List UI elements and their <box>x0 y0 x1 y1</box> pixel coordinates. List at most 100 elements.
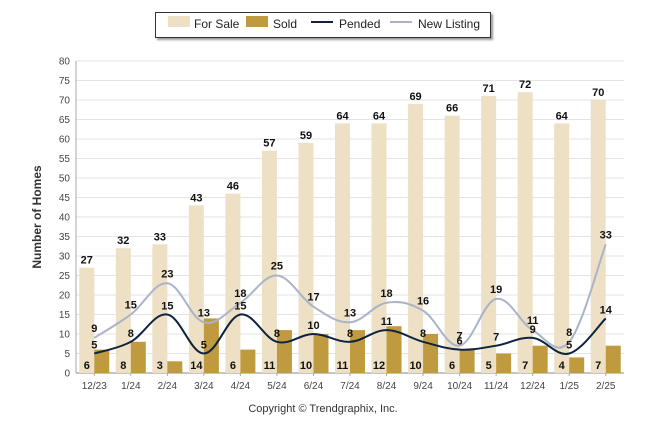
legend-label-new-listing: New Listing <box>418 17 481 31</box>
label-for-sale-7/24: 64 <box>336 110 349 122</box>
legend-swatch-for-sale <box>168 16 190 27</box>
y-tick-label-20: 20 <box>59 291 71 302</box>
label-sold-6/24: 10 <box>300 360 312 372</box>
x-tick-label-5/24: 5/24 <box>267 381 287 392</box>
x-tick-label-7/24: 7/24 <box>340 381 360 392</box>
label-pended-3/24: 5 <box>201 340 207 352</box>
label-pended-11/24: 7 <box>493 332 499 344</box>
label-pended-7/24: 8 <box>347 328 353 340</box>
bar-for-sale-4/24 <box>225 193 241 373</box>
label-for-sale-2/25: 70 <box>592 87 604 99</box>
label-for-sale-12/23: 27 <box>81 255 93 267</box>
label-pended-1/24: 8 <box>128 328 134 340</box>
label-sold-5/24: 11 <box>264 360 276 372</box>
bar-for-sale-12/23 <box>79 267 95 373</box>
label-new-listing-12/24: 11 <box>527 315 539 327</box>
bar-for-sale-11/24 <box>481 96 497 373</box>
y-tick-label-40: 40 <box>59 213 71 224</box>
legend-label-for-sale: For Sale <box>194 17 240 31</box>
x-tick-label-11/24: 11/24 <box>484 381 509 392</box>
bar-for-sale-6/24 <box>298 142 314 373</box>
label-pended-5/24: 8 <box>274 328 280 340</box>
label-for-sale-9/24: 69 <box>409 91 421 103</box>
label-pended-9/24: 8 <box>420 328 426 340</box>
bar-sold-12/24 <box>532 345 548 373</box>
label-sold-12/24: 7 <box>522 360 528 372</box>
label-pended-10/24: 6 <box>457 336 463 348</box>
label-new-listing-9/24: 16 <box>417 296 429 308</box>
y-tick-label-35: 35 <box>59 232 71 243</box>
bar-for-sale-3/24 <box>188 205 204 373</box>
label-for-sale-10/24: 66 <box>446 103 458 115</box>
legend-swatch-pended <box>311 21 333 23</box>
y-tick-label-45: 45 <box>59 193 71 204</box>
y-tick-label-55: 55 <box>59 154 71 165</box>
bar-sold-2/25 <box>605 345 621 373</box>
bar-sold-3/24 <box>203 318 219 373</box>
line-pended <box>93 313 607 355</box>
label-pended-1/25: 5 <box>566 340 572 352</box>
label-sold-12/23: 6 <box>84 360 90 372</box>
bar-for-sale-2/25 <box>590 100 606 373</box>
x-tick-label-9/24: 9/24 <box>413 381 433 392</box>
legend-label-sold: Sold <box>273 17 298 31</box>
label-new-listing-2/25: 33 <box>600 229 612 241</box>
label-sold-1/25: 4 <box>559 360 566 372</box>
label-sold-10/24: 6 <box>449 360 455 372</box>
bar-sold-1/24 <box>130 341 146 373</box>
label-new-listing-1/25: 8 <box>566 327 572 339</box>
x-tick-label-12/24: 12/24 <box>520 381 545 392</box>
bar-for-sale-2/24 <box>152 244 168 373</box>
label-sold-2/24: 3 <box>157 360 163 372</box>
x-tick-label-4/24: 4/24 <box>231 381 251 392</box>
bar-sold-10/24 <box>459 349 475 373</box>
bar-sold-1/25 <box>569 357 585 373</box>
y-tick-label-70: 70 <box>59 96 71 107</box>
label-for-sale-11/24: 71 <box>483 83 495 95</box>
y-tick-label-5: 5 <box>64 349 70 360</box>
bar-sold-9/24 <box>423 334 439 373</box>
bar-for-sale-7/24 <box>335 123 350 374</box>
label-new-listing-2/24: 23 <box>161 268 173 280</box>
bar-sold-6/24 <box>313 334 329 373</box>
label-sold-7/24: 11 <box>337 360 349 372</box>
bar-for-sale-1/24 <box>115 248 131 373</box>
bar-for-sale-10/24 <box>444 115 460 373</box>
label-sold-9/24: 10 <box>409 360 421 372</box>
label-new-listing-10/24: 7 <box>457 331 463 343</box>
y-tick-label-25: 25 <box>59 271 71 282</box>
legend-swatch-new-listing <box>390 21 412 23</box>
label-for-sale-6/24: 59 <box>300 130 312 142</box>
bar-sold-4/24 <box>240 349 256 373</box>
label-pended-4/24: 15 <box>234 301 246 313</box>
y-tick-label-50: 50 <box>59 174 71 185</box>
y-tick-label-30: 30 <box>59 252 71 263</box>
label-sold-2/25: 7 <box>595 360 601 372</box>
x-tick-label-6/24: 6/24 <box>304 381 324 392</box>
bar-sold-8/24 <box>386 326 402 373</box>
y-tick-label-75: 75 <box>59 76 71 87</box>
bar-for-sale-5/24 <box>261 150 277 373</box>
label-sold-11/24: 5 <box>486 360 492 372</box>
x-tick-label-2/25: 2/25 <box>596 381 616 392</box>
label-new-listing-11/24: 19 <box>490 284 502 296</box>
label-for-sale-1/25: 64 <box>556 110 569 122</box>
label-for-sale-3/24: 43 <box>190 192 202 204</box>
x-tick-label-8/24: 8/24 <box>377 381 397 392</box>
copyright-text: Copyright © Trendgraphix, Inc. <box>248 403 398 415</box>
label-pended-12/24: 9 <box>530 324 536 336</box>
x-tick-label-12/23: 12/23 <box>82 381 107 392</box>
bar-sold-11/24 <box>496 353 512 373</box>
y-tick-label-60: 60 <box>59 135 71 146</box>
label-sold-3/24: 14 <box>190 360 203 372</box>
label-for-sale-12/24: 72 <box>519 79 531 91</box>
label-new-listing-3/24: 13 <box>198 307 210 319</box>
label-sold-8/24: 12 <box>373 360 385 372</box>
label-new-listing-8/24: 18 <box>380 288 392 300</box>
label-for-sale-8/24: 64 <box>373 110 386 122</box>
label-new-listing-7/24: 13 <box>344 307 356 319</box>
x-tick-label-1/24: 1/24 <box>121 381 141 392</box>
label-pended-2/25: 14 <box>600 304 613 316</box>
